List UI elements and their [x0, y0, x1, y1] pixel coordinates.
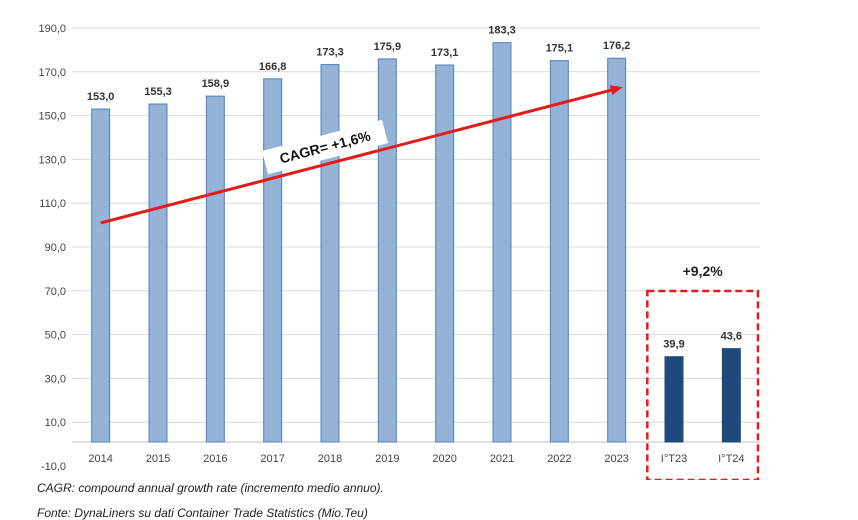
x-tick-label: 2015 [146, 453, 170, 465]
data-labels: 153,0 155,3 158,9 166,8 173,3 175,9 173,1 183,3… [87, 25, 742, 351]
bar [263, 78, 283, 443]
cagr-label-background [261, 119, 389, 175]
x-tick-label: I°T24 [718, 453, 744, 465]
x-tick-label: 2014 [88, 453, 112, 465]
y-tick-label: 70,0 [45, 286, 66, 298]
source-note: Fonte: DynaLiners su dati Container Trad… [37, 506, 368, 520]
data-label: 173,3 [316, 47, 344, 59]
x-tick-label: 2020 [432, 453, 456, 465]
data-label: 43,6 [721, 331, 742, 343]
data-label: 166,8 [259, 61, 287, 73]
cagr-definition-note: CAGR: compound annual growth rate (incre… [37, 481, 384, 495]
y-axis-ticks: -10,0 10,0 30,0 50,0 70,0 90,0 110,0 130,0 150,0… [38, 23, 66, 473]
bars [91, 42, 741, 443]
y-tick-label: -10,0 [41, 461, 66, 473]
bar-chart: -10,0 10,0 30,0 50,0 70,0 90,0 110,0 130,0 150,0… [38, 23, 760, 480]
y-tick-label: 30,0 [45, 373, 66, 385]
gridlines [72, 27, 760, 423]
bar [205, 95, 225, 443]
data-label: 175,1 [546, 43, 574, 55]
x-tick-label: 2023 [604, 453, 628, 465]
bar [549, 60, 569, 443]
data-label: 155,3 [144, 86, 172, 98]
x-tick-label: 2021 [490, 453, 514, 465]
growth-label: +9,2% [683, 263, 724, 279]
data-label: 183,3 [488, 25, 516, 37]
bar [377, 58, 397, 443]
bar [664, 356, 684, 443]
data-label: 175,9 [374, 41, 402, 53]
x-tick-label: 2022 [547, 453, 571, 465]
y-tick-label: 50,0 [45, 330, 66, 342]
data-label: 173,1 [431, 47, 459, 59]
bar [721, 348, 741, 443]
y-tick-label: 110,0 [39, 198, 66, 210]
data-label: 176,2 [603, 40, 631, 52]
x-axis-ticks: 2014 2015 2016 2017 2018 2019 2020 2021 2022 2023… [88, 453, 744, 465]
bar [148, 103, 168, 443]
data-label: 158,9 [202, 78, 230, 90]
data-label: 153,0 [87, 91, 115, 103]
bar [320, 64, 340, 443]
bar [492, 42, 512, 443]
x-tick-label: I°T23 [661, 453, 687, 465]
trend-arrow [100, 88, 612, 225]
x-tick-label: 2017 [260, 453, 284, 465]
y-tick-label: 170,0 [38, 67, 66, 79]
x-tick-label: 2019 [375, 453, 399, 465]
y-tick-label: 10,0 [45, 417, 66, 429]
bar [607, 57, 627, 443]
data-label: 39,9 [663, 339, 684, 351]
bar [91, 108, 111, 443]
quarter-highlight-box [646, 289, 760, 480]
bar [435, 64, 455, 443]
y-tick-label: 190,0 [38, 23, 66, 35]
y-tick-label: 150,0 [38, 111, 66, 123]
trend-arrowhead [609, 85, 623, 95]
y-tick-label: 130,0 [38, 154, 66, 166]
x-tick-label: 2018 [318, 453, 342, 465]
y-tick-label: 90,0 [45, 242, 66, 254]
x-tick-label: 2016 [203, 453, 227, 465]
